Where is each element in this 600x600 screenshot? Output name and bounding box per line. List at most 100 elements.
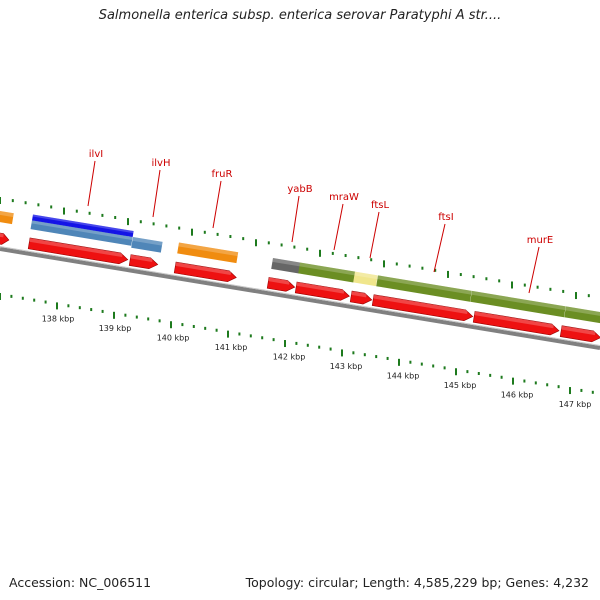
feature-ilvI-blue-gloss <box>32 214 134 234</box>
cds-arrow-7 <box>371 294 474 322</box>
feature-right-olive-gloss <box>565 306 600 317</box>
kbp-label: 147 kbp <box>559 400 592 409</box>
feature-ftsL-khaki-gloss <box>354 271 378 280</box>
gene-label: fruR <box>212 169 233 180</box>
feature-orange-left-shape <box>0 210 14 225</box>
cds-arrow-7-shape <box>371 294 474 322</box>
cds-arrow-5 <box>294 281 350 301</box>
kbp-scale-labels: 138 kbp 139 kbp 140 kbp 141 kbp 142 kbp 143 k… <box>42 315 592 409</box>
cds-arrow-9-gloss <box>561 325 596 336</box>
cds-arrow-1 <box>27 237 129 265</box>
kbp-label: 138 kbp <box>42 315 75 324</box>
feature-orange-left <box>0 210 14 225</box>
feature-track <box>0 210 600 324</box>
leader-line <box>152 169 161 218</box>
gene-label: ftsL <box>371 200 389 211</box>
cds-arrow-3-gloss <box>175 262 232 275</box>
feature-mraW-olive-gloss <box>299 262 356 276</box>
feature-fruR-orange <box>177 242 239 264</box>
cds-arrow-0 <box>0 231 10 245</box>
feature-ilvI-steelblue-gloss <box>31 220 133 240</box>
cds-arrow-7-gloss <box>373 294 468 314</box>
cds-arrow-8 <box>472 311 560 336</box>
feature-fruR-orange-shape <box>177 242 239 264</box>
leader-line <box>87 160 96 207</box>
cds-arrow-3-shape <box>173 261 237 282</box>
backbone-highlight <box>0 246 600 346</box>
feature-murE-olive-gloss <box>471 290 566 311</box>
feature-fruR-orange-gloss <box>178 242 239 257</box>
feature-ilvI-blue <box>32 214 134 237</box>
leader-line <box>369 211 380 259</box>
outer-tick-marks <box>0 197 590 300</box>
feature-murE-olive-shape <box>470 290 566 318</box>
kbp-label: 144 kbp <box>387 371 420 380</box>
cds-arrow-3 <box>173 261 237 282</box>
feature-mraW-olive-shape <box>298 262 356 283</box>
map-title: Salmonella enterica subsp. enterica sero… <box>98 8 502 23</box>
leader-line <box>333 203 344 251</box>
kbp-label: 145 kbp <box>444 381 477 390</box>
feature-ftsL-khaki-shape <box>353 271 378 287</box>
gene-label: ilvI <box>89 149 103 160</box>
leader-line <box>212 180 222 229</box>
gene-label: yabB <box>287 184 312 195</box>
feature-ftsL-khaki <box>353 271 378 287</box>
cds-arrow-4 <box>266 277 296 292</box>
cds-arrow-2 <box>128 254 159 270</box>
leader-line <box>433 223 446 273</box>
cds-track <box>0 231 600 343</box>
feature-ftsI-olive-shape <box>376 275 472 302</box>
gene-labels: ilvI ilvH fruR yabB mraW ftsL ftsI murE <box>87 149 554 294</box>
gene-label: ftsI <box>438 212 453 223</box>
cds-arrow-6-gloss <box>351 291 367 298</box>
feature-yabB-gray-gloss <box>272 258 301 267</box>
topology-text: Topology: circular; Length: 4,585,229 bp… <box>245 575 589 590</box>
cds-arrow-5-shape <box>294 281 350 301</box>
cds-arrow-9-shape <box>559 325 600 343</box>
feature-ilvI-steelblue-shape <box>30 220 133 246</box>
kbp-label: 142 kbp <box>273 353 306 362</box>
cds-arrow-2-shape <box>128 254 159 270</box>
cds-arrow-6-shape <box>349 290 373 305</box>
cds-arrow-5-gloss <box>296 282 345 294</box>
feature-ilvH-steelblue-shape <box>131 236 163 253</box>
cds-arrow-1-shape <box>27 237 129 265</box>
cds-arrow-9 <box>559 325 600 343</box>
cds-arrow-4-gloss <box>268 277 290 285</box>
gene-label: mraW <box>329 192 359 203</box>
gene-label: murE <box>527 235 554 246</box>
cds-arrow-8-gloss <box>474 311 554 329</box>
backbone-line <box>0 247 600 350</box>
feature-ilvI-steelblue <box>30 220 133 246</box>
kbp-label: 139 kbp <box>99 324 132 333</box>
cds-arrow-2-gloss <box>130 254 153 262</box>
cds-arrow-4-shape <box>266 277 296 292</box>
feature-right-olive-shape <box>564 306 600 324</box>
kbp-label: 143 kbp <box>330 362 363 371</box>
feature-ilvI-blue-shape <box>32 214 134 237</box>
kbp-label: 140 kbp <box>157 334 190 343</box>
cds-arrow-1-gloss <box>29 237 123 258</box>
accession-text: Accession: NC_006511 <box>9 575 152 590</box>
genome-backbone <box>0 246 600 350</box>
cds-arrow-6 <box>349 290 373 305</box>
leader-line <box>528 246 540 294</box>
feature-ilvH-steelblue-gloss <box>132 236 163 246</box>
cds-arrow-8-shape <box>472 311 560 336</box>
feature-yabB-gray <box>271 258 301 274</box>
feature-yabB-gray-shape <box>271 258 301 274</box>
feature-ilvH-steelblue <box>131 236 163 253</box>
inner-tick-marks <box>0 293 594 395</box>
feature-mraW-olive <box>298 262 356 283</box>
feature-orange-left-gloss <box>0 210 14 218</box>
gene-label: ilvH <box>152 158 171 169</box>
kbp-label: 146 kbp <box>501 390 534 399</box>
feature-right-olive <box>564 306 600 324</box>
leader-line <box>291 195 300 243</box>
kbp-label: 141 kbp <box>215 343 248 352</box>
feature-murE-olive <box>470 290 566 318</box>
cds-arrow-0-shape <box>0 231 10 245</box>
feature-ftsI-olive <box>376 275 472 302</box>
